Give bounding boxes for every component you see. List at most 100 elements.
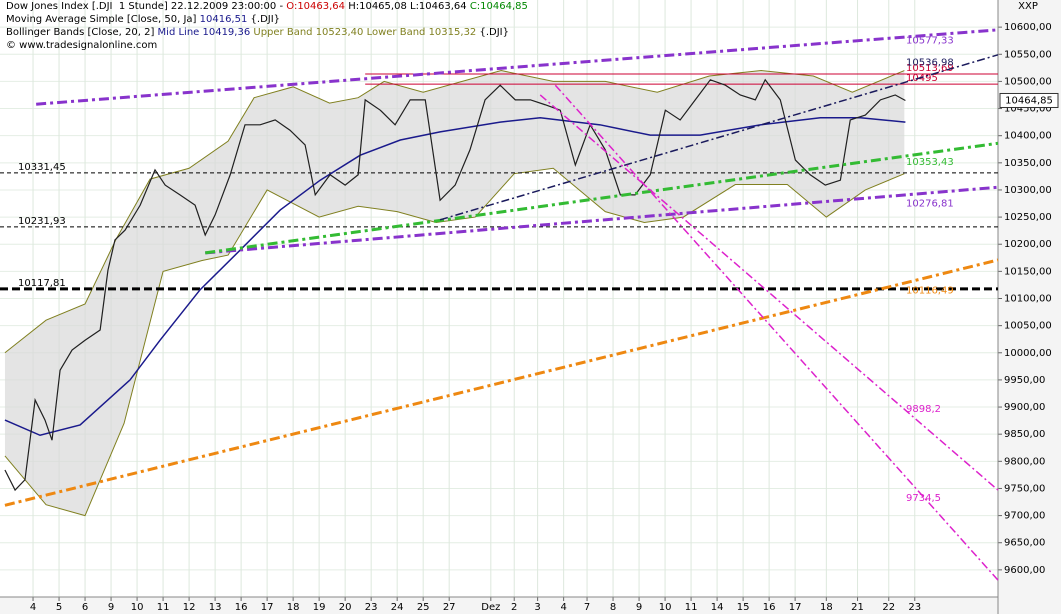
x-tick-label: 20 (339, 602, 352, 613)
y-tick-label: 10400,00 (1004, 131, 1052, 142)
x-tick-label: 4 (30, 602, 36, 613)
x-tick-label: 22 (882, 602, 895, 613)
band-area (4, 70, 905, 516)
trendline-label: 10276,81 (906, 199, 954, 210)
x-tick-label: 5 (56, 602, 62, 613)
x-tick-label: 9 (636, 602, 642, 613)
level-label: 10513,69 (906, 63, 954, 74)
info-text: {.DJI} (476, 27, 509, 38)
x-tick-label: 24 (391, 602, 404, 613)
trendline-label: 9734,5 (906, 493, 941, 504)
x-tick-label: 10 (659, 602, 672, 613)
x-tick-label: 18 (287, 602, 300, 613)
band-lower (4, 167, 905, 517)
x-tick-label: 11 (685, 602, 698, 613)
x-tick-label: 17 (789, 602, 802, 613)
y-tick-label: 10250,00 (1004, 212, 1052, 223)
trendline (439, 54, 999, 221)
trendline (4, 258, 999, 507)
level-label: 10117,81 (18, 278, 66, 289)
trendline-label: 10353,43 (906, 157, 954, 168)
info-text: 10416,51 (200, 14, 248, 25)
trendline (539, 94, 999, 491)
info-line: Bollinger Bands [Close, 20, 2] Mid Line … (6, 27, 509, 38)
x-tick-label: 3 (534, 602, 540, 613)
x-tick-label: 11 (157, 602, 170, 613)
y-tick-label: 10550,00 (1004, 49, 1052, 60)
y-axis-panel (998, 0, 1061, 614)
info-text: Dow Jones Index [.DJI 1 Stunde] 22.12.20… (6, 1, 286, 12)
y-tick-label: 10600,00 (1004, 22, 1052, 33)
y-tick-label: 9850,00 (1004, 429, 1045, 440)
x-tick-label: 10 (131, 602, 144, 613)
x-tick-label: 21 (851, 602, 864, 613)
y-tick-label: 10200,00 (1004, 239, 1052, 250)
info-text: Moving Average Simple [Close, 50, Ja] (6, 14, 200, 25)
x-tick-label: 25 (417, 602, 430, 613)
x-tick-label: 13 (209, 602, 222, 613)
y-tick-label: 9600,00 (1004, 565, 1045, 576)
y-tick-label: 10350,00 (1004, 158, 1052, 169)
trendline (36, 28, 999, 106)
trendline (554, 84, 999, 581)
x-tick-label: 15 (737, 602, 750, 613)
info-text: © www.tradesignalonline.com (6, 40, 157, 51)
trendline (205, 141, 999, 255)
price-line (4, 117, 906, 437)
y-tick-label: 10050,00 (1004, 321, 1052, 332)
info-line: Moving Average Simple [Close, 50, Ja] 10… (6, 14, 280, 25)
y-tick-label: 9900,00 (1004, 402, 1045, 413)
info-line: © www.tradesignalonline.com (6, 40, 157, 51)
info-text: Upper Band 10523,40 Lower Band 10315,32 (250, 27, 476, 38)
x-tick-label: 16 (763, 602, 776, 613)
x-axis-panel (0, 597, 998, 614)
y-tick-label: 10100,00 (1004, 294, 1052, 305)
info-text: O:10463,64 (286, 1, 345, 12)
x-tick-label: 23 (908, 602, 921, 613)
last-price-label: 10464,85 (1005, 95, 1053, 106)
trendline (205, 185, 999, 255)
info-text: {.DJI} (247, 14, 280, 25)
price-line (4, 78, 906, 492)
y-tick-label: 10150,00 (1004, 266, 1052, 277)
y-tick-label: 10000,00 (1004, 348, 1052, 359)
corner-label: XXP (1018, 1, 1038, 12)
y-tick-label: 9950,00 (1004, 375, 1045, 386)
x-tick-label: 2 (511, 602, 517, 613)
level-label: 10331,45 (18, 162, 66, 173)
level-label: 10231,93 (18, 216, 66, 227)
y-tick-label: 9700,00 (1004, 511, 1045, 522)
trendline-label: 10577,33 (906, 35, 954, 46)
y-tick-label: 9750,00 (1004, 483, 1045, 494)
x-tick-label: Dez (481, 602, 500, 613)
info-text: Mid Line 10419,36 (158, 27, 251, 38)
x-tick-label: 17 (261, 602, 274, 613)
info-text: C:10464,85 (470, 1, 528, 12)
y-tick-label: 10300,00 (1004, 185, 1052, 196)
x-tick-label: 16 (235, 602, 248, 613)
y-tick-label: 10450,00 (1004, 104, 1052, 115)
x-tick-label: 9 (108, 602, 114, 613)
trendline-label: 10116,49 (906, 286, 954, 297)
x-tick-label: 4 (560, 602, 566, 613)
last-price-box (999, 92, 1059, 108)
info-line: Dow Jones Index [.DJI 1 Stunde] 22.12.20… (6, 1, 528, 12)
x-tick-label: 18 (820, 602, 833, 613)
info-text: H:10465,08 L:10463,64 (345, 1, 470, 12)
trendline-label: 9898,2 (906, 404, 941, 415)
trendline-label: 10536,98 (906, 57, 954, 68)
x-tick-label: 23 (365, 602, 378, 613)
x-tick-label: 27 (443, 602, 456, 613)
x-tick-label: 14 (711, 602, 724, 613)
x-tick-label: 19 (313, 602, 326, 613)
level-label: 10495 (906, 73, 938, 84)
x-tick-label: 12 (183, 602, 196, 613)
y-tick-label: 9800,00 (1004, 456, 1045, 467)
info-text: Bollinger Bands [Close, 20, 2] (6, 27, 158, 38)
x-tick-label: 7 (584, 602, 590, 613)
x-tick-label: 8 (610, 602, 616, 613)
y-tick-label: 9650,00 (1004, 538, 1045, 549)
x-tick-label: 6 (82, 602, 88, 613)
